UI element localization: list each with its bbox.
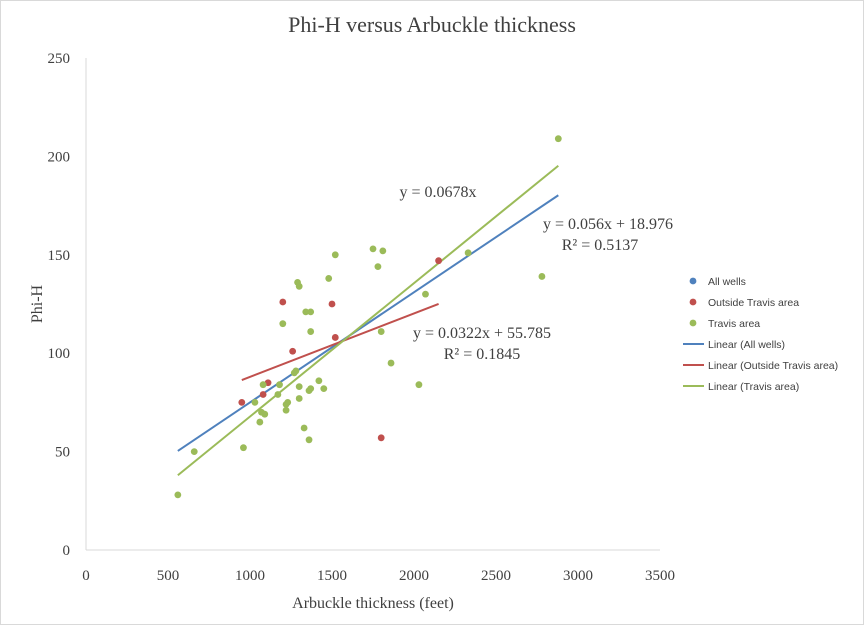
legend-marker: [689, 319, 697, 327]
data-point: [307, 385, 315, 393]
trendline: [177, 194, 559, 452]
y-tick-label: 0: [63, 543, 71, 559]
legend-label: Linear (All wells): [708, 339, 785, 351]
data-point: [307, 308, 315, 316]
data-point: [282, 406, 290, 414]
data-point: [295, 282, 303, 290]
data-point: [259, 381, 267, 389]
data-point: [279, 320, 287, 328]
legend-marker: [689, 277, 697, 285]
data-point: [284, 399, 292, 406]
legend-label: Outside Travis area: [708, 297, 799, 309]
data-point: [320, 385, 328, 393]
data-point: [464, 249, 472, 257]
legend-label: Travis area: [708, 318, 760, 330]
x-tick-label: 3000: [563, 568, 593, 584]
outside-travis-equation: y = 0.0322x + 55.785: [413, 325, 551, 342]
data-point: [554, 135, 562, 143]
trendlines: [177, 164, 559, 477]
data-point: [315, 377, 323, 385]
data-point: [377, 434, 385, 442]
all-wells-equation: y = 0.056x + 18.976: [543, 216, 673, 233]
data-point: [295, 383, 303, 391]
data-point: [190, 448, 198, 455]
data-point: [387, 359, 395, 367]
data-point: [538, 273, 546, 280]
data-point: [415, 381, 423, 389]
data-point: [276, 381, 283, 389]
data-point: [261, 410, 269, 418]
x-tick-label: 2000: [399, 568, 429, 584]
legend-label: All wells: [708, 276, 746, 288]
legend-label: Linear (Travis area): [708, 381, 799, 393]
data-points: [174, 135, 562, 499]
data-point: [435, 257, 442, 265]
data-point: [307, 328, 315, 335]
trendline: [177, 164, 559, 477]
y-tick-labels: 0 50 100 150 200 250: [48, 51, 71, 559]
x-tick-label: 0: [82, 568, 90, 584]
chart-title: Phi-H versus Arbuckle thickness: [288, 12, 576, 37]
data-point: [300, 424, 308, 432]
data-point: [302, 308, 310, 316]
y-tick-label: 150: [48, 248, 71, 264]
data-point: [174, 491, 182, 499]
y-tick-label: 200: [48, 149, 71, 165]
legend: All wells Outside Travis area Travis area L…: [683, 276, 838, 393]
data-point: [374, 263, 382, 271]
y-axis-label: Phi-H: [29, 284, 46, 323]
data-point: [256, 418, 264, 426]
data-point: [279, 298, 287, 306]
x-tick-labels: 0 500 1000 1500 2000 2500 3000 3500: [82, 568, 675, 584]
x-tick-label: 1500: [317, 568, 347, 584]
x-tick-label: 1000: [235, 568, 265, 584]
data-point: [251, 399, 259, 406]
data-point: [289, 347, 297, 355]
data-point: [379, 247, 387, 255]
data-point: [274, 391, 282, 398]
travis-equation: y = 0.0678x: [399, 184, 476, 201]
y-tick-label: 250: [48, 51, 71, 67]
x-tick-label: 3500: [645, 568, 675, 584]
data-point: [325, 275, 333, 282]
data-point: [369, 245, 377, 253]
data-point: [305, 436, 313, 444]
data-point: [238, 399, 246, 406]
x-axis-label: Arbuckle thickness (feet): [292, 595, 454, 612]
data-point: [292, 367, 300, 375]
data-point: [377, 328, 385, 335]
outside-travis-r2: R² = 0.1845: [444, 346, 521, 363]
data-point: [422, 290, 429, 298]
data-point: [295, 395, 303, 402]
legend-label: Linear (Outside Travis area): [708, 360, 838, 372]
data-point: [331, 251, 339, 259]
data-point: [259, 391, 267, 398]
x-tick-label: 500: [157, 568, 180, 584]
x-tick-label: 2500: [481, 568, 511, 584]
y-tick-label: 50: [55, 445, 70, 461]
data-point: [328, 300, 336, 308]
data-point: [240, 444, 247, 452]
legend-marker: [689, 298, 697, 306]
data-point: [331, 334, 339, 341]
all-wells-r2: R² = 0.5137: [562, 237, 639, 254]
y-tick-label: 100: [48, 346, 71, 362]
